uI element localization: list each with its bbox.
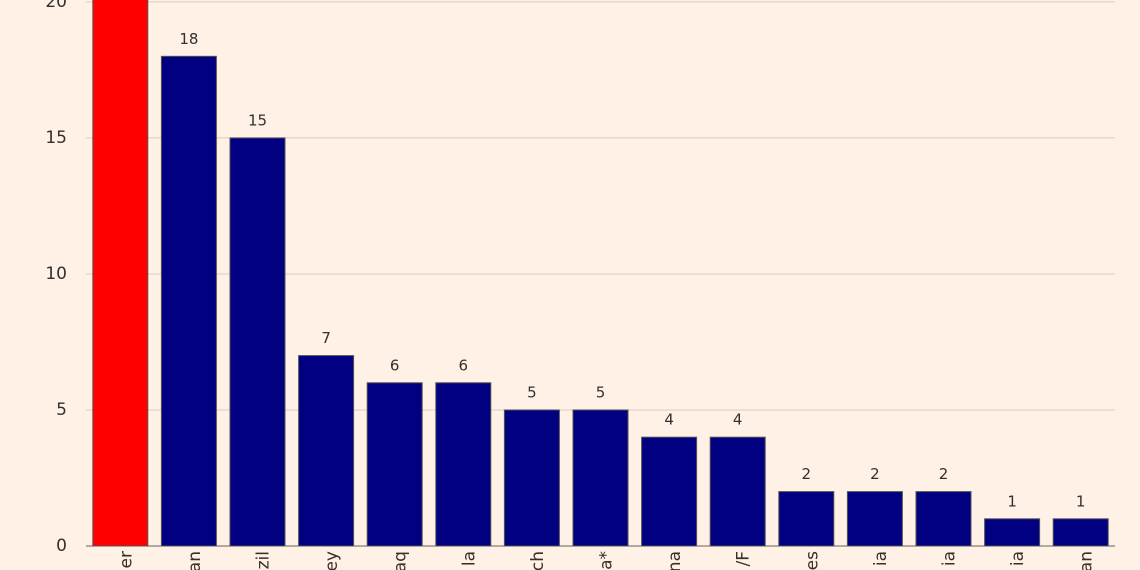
bar: [984, 518, 1041, 547]
data-label: 4: [733, 411, 743, 429]
data-label: 2: [870, 465, 880, 483]
bar: [160, 55, 217, 547]
x-tick-label: ey: [322, 551, 342, 570]
data-label: 18: [179, 30, 198, 48]
data-label: 15: [248, 111, 267, 129]
y-tick-label: 0: [56, 536, 67, 556]
data-label: 1: [1076, 492, 1086, 510]
x-tick-label: ch: [528, 551, 548, 570]
x-tick-label: es: [802, 551, 822, 570]
bar: [572, 409, 629, 547]
bar: [915, 491, 972, 547]
x-tick-label: ia: [1008, 551, 1028, 566]
bar: [366, 382, 423, 547]
bar: [641, 436, 698, 547]
bar: [435, 382, 492, 547]
x-tick-label: na: [665, 551, 685, 570]
data-label: 5: [596, 383, 606, 401]
y-tick-label: 10: [45, 264, 67, 284]
x-tick-label: zil: [254, 551, 274, 569]
y-tick-label: 15: [45, 128, 67, 148]
x-tick-label: a*: [597, 551, 617, 570]
y-tick-label: 5: [56, 400, 67, 420]
bar: [503, 409, 560, 547]
bar: [709, 436, 766, 547]
bar: [1052, 518, 1109, 547]
data-label: 2: [802, 465, 812, 483]
x-tick-label: la: [459, 551, 479, 566]
x-tick-label: an: [185, 551, 205, 570]
y-tick-label: 20: [45, 0, 67, 12]
x-tick-label: ia: [871, 551, 891, 566]
data-label: 5: [527, 383, 537, 401]
bar: [778, 491, 835, 547]
bar: [298, 355, 355, 547]
data-label: 2: [939, 465, 949, 483]
bar: [229, 137, 286, 547]
data-label: 7: [321, 329, 331, 347]
x-tick-label: aq: [391, 551, 411, 570]
bar: [846, 491, 903, 547]
x-tick-label: /F: [734, 551, 754, 567]
x-tick-label: er: [116, 551, 136, 568]
data-label: 4: [664, 411, 674, 429]
x-tick-label: ia: [940, 551, 960, 566]
data-label: 6: [390, 356, 400, 374]
data-label: 6: [459, 356, 469, 374]
x-tick-label: an: [1077, 551, 1097, 570]
bar: [92, 0, 149, 547]
data-label: 1: [1007, 492, 1017, 510]
